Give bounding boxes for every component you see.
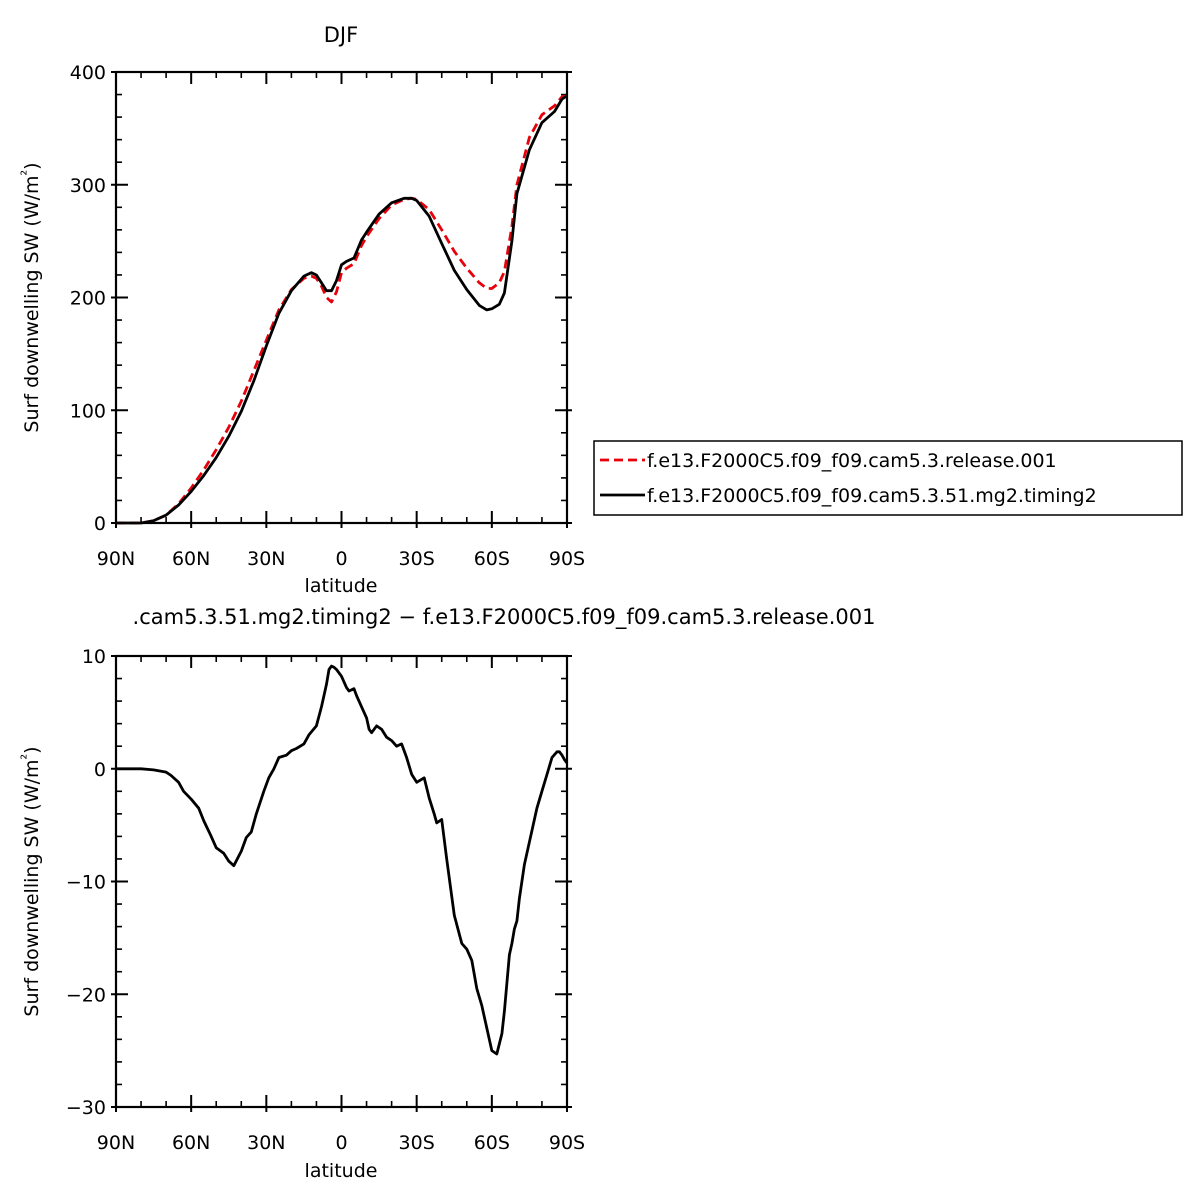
bottom-x-tick-label: 90S [549,1132,585,1154]
top-y-axis-label-text: Surf downwelling SW (W/m²) [19,162,43,432]
top-x-tick-label: 0 [335,548,347,570]
top-panel: DJF 90N 60N 30N 0 30S 60S 90S 0 100 200 300 400 lat… [19,23,585,597]
top-chart-title: DJF [324,23,358,47]
bottom-tick-labels: 90N 60N 30N 0 30S 60S 90S −30 −20 −10 0 10 [66,646,585,1154]
bottom-x-tick-label: 30N [247,1132,285,1154]
top-x-tick-label: 90N [97,548,135,570]
top-tick-labels: 90N 60N 30N 0 30S 60S 90S 0 100 200 300 400 [70,62,585,570]
top-series-line-0 [116,94,568,525]
top-series-line-1 [116,94,568,525]
top-x-tick-label: 60S [474,548,510,570]
top-plot-frame [114,70,569,525]
bottom-plot-frame [114,654,569,1109]
top-x-tick-label: 30N [247,548,285,570]
bottom-x-tick-label: 0 [335,1132,347,1154]
legend-box [593,440,1183,516]
bottom-x-tick-label: 90N [97,1132,135,1154]
bottom-y-tick-label: −20 [66,984,106,1006]
top-y-tick-label: 400 [70,62,106,84]
bottom-x-tick-label: 30S [399,1132,435,1154]
bottom-axis-ticks [111,655,572,1112]
bottom-chart-title: .cam5.3.51.mg2.timing2 − f.e13.F2000C5.f… [133,605,876,630]
top-axis-ticks [111,71,572,528]
bottom-x-tick-label: 60S [474,1132,510,1154]
top-x-axis-label: latitude [305,575,378,597]
bottom-panel: .cam5.3.51.mg2.timing2 − f.e13.F2000C5.f… [19,605,875,1182]
bottom-series-lines [116,664,569,1056]
top-x-tick-label: 90S [549,548,585,570]
legend-label-timing2: f.e13.F2000C5.f09_f09.cam5.3.51.mg2.timi… [647,485,1097,507]
legend-label-release: f.e13.F2000C5.f09_f09.cam5.3.release.001 [647,450,1057,472]
top-y-tick-label: 100 [70,400,106,422]
bottom-x-axis-label: latitude [305,1160,378,1182]
bottom-y-tick-label: −30 [66,1097,106,1119]
top-x-tick-label: 60N [172,548,210,570]
top-y-axis-label: Surf downwelling SW (W/m²) [19,162,43,432]
top-x-tick-label: 30S [399,548,435,570]
bottom-y-tick-label: 0 [94,759,106,781]
bottom-y-tick-label: 10 [82,646,106,668]
bottom-y-tick-label: −10 [66,872,106,894]
bottom-y-axis-label-text: Surf downwelling SW (W/m²) [19,746,43,1016]
top-y-tick-label: 0 [94,513,106,535]
top-series-lines [116,94,568,525]
top-y-tick-label: 200 [70,288,106,310]
bottom-x-tick-label: 60N [172,1132,210,1154]
bottom-y-axis-label: Surf downwelling SW (W/m²) [19,746,43,1016]
legend: f.e13.F2000C5.f09_f09.cam5.3.release.001… [593,440,1183,516]
top-y-tick-label: 300 [70,175,106,197]
bottom-series-line-0 [116,664,569,1056]
